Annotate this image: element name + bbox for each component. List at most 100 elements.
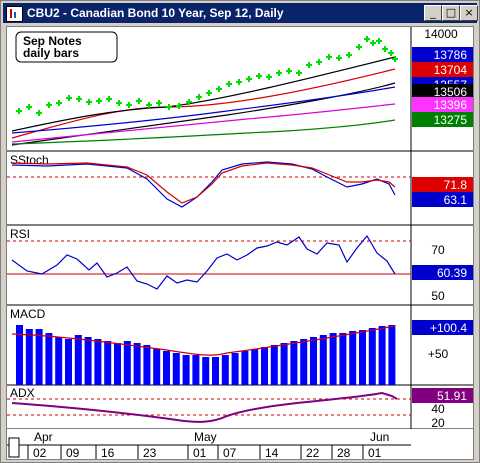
macd-bar (388, 325, 396, 385)
macd-label: MACD (10, 307, 46, 321)
note-line-1: Sep Notes (23, 34, 82, 48)
value-tag: 13396 (434, 98, 468, 112)
ma-black-fast-line (11, 56, 396, 132)
value-tag: 13704 (434, 63, 468, 77)
macd-bar (182, 355, 190, 385)
note-line-2: daily bars (23, 46, 79, 60)
maximize-button[interactable]: □ (442, 5, 460, 21)
minimize-button[interactable]: _ (424, 5, 442, 21)
macd-bar (359, 330, 366, 385)
day-label: 28 (337, 446, 351, 459)
value-tag: 60.39 (437, 266, 467, 280)
macd-bar (172, 353, 180, 385)
macd-bar (300, 339, 308, 385)
day-label: 01 (193, 446, 207, 459)
sstoch-k-line (11, 161, 396, 208)
x-axis-bg (7, 429, 473, 459)
value-tag: 71.8 (444, 178, 468, 192)
sstoch-d-line (11, 162, 396, 204)
macd-bar (241, 351, 249, 385)
chart-app-icon (6, 6, 23, 22)
macd-bar (74, 335, 82, 385)
value-tag: 13506 (434, 85, 468, 99)
value-tag: 13786 (434, 48, 468, 62)
value-tag-bg (412, 265, 473, 280)
rsi-scale-label-50: 50 (431, 289, 445, 303)
title-bar[interactable]: CBU2 - Canadian Bond 10 Year, Sep 12, Da… (3, 3, 478, 23)
ma-red-line (11, 68, 396, 139)
value-tag-bg (412, 47, 473, 62)
macd-bar (231, 353, 239, 385)
day-label: 23 (143, 446, 157, 459)
macd-bar (55, 337, 63, 385)
sstoch-panel: SStoch 50 71.863.1 (7, 153, 473, 210)
value-tag-bg (412, 62, 473, 77)
macd-bar (25, 329, 33, 385)
macd-bar (339, 333, 347, 385)
macd-bar (349, 331, 357, 385)
macd-bar (368, 328, 376, 385)
macd-bar (45, 333, 53, 385)
macd-bar (143, 345, 151, 385)
value-tag-bg (412, 84, 473, 99)
macd-bar (280, 343, 288, 385)
rsi-scale-label-70: 70 (431, 243, 445, 257)
day-label: 01 (368, 446, 382, 459)
macd-bar (94, 339, 102, 385)
macd-bar (153, 349, 161, 385)
macd-bar (310, 337, 317, 385)
macd-bar (84, 337, 92, 385)
value-tag-bg (412, 192, 473, 207)
macd-bar (104, 341, 112, 385)
day-label: 22 (306, 446, 320, 459)
chart-area[interactable]: Sep Notes daily bars 14000 13786 13704 135… (6, 26, 474, 460)
macd-bar (133, 343, 141, 385)
value-tag: +100.4 (430, 321, 467, 335)
ma-green-line (11, 119, 396, 145)
macd-bar (192, 355, 200, 385)
x-axis: Apr May Jun 02 09 16 23 01 07 14 22 28 01 (7, 429, 473, 459)
macd-bar (35, 329, 43, 385)
month-label-apr: Apr (34, 430, 53, 444)
adx-scale-label-20: 20 (431, 416, 445, 430)
scroll-handle[interactable] (8, 437, 20, 458)
day-label: 07 (223, 446, 237, 459)
adx-panel: ADX 40 20 51.91 (7, 386, 473, 430)
value-tag-bg (412, 97, 473, 112)
macd-signal-line (11, 325, 396, 356)
rsi-panel: RSI 70 50 60.39 (7, 227, 473, 303)
macd-bar (378, 326, 386, 385)
macd-bar (114, 343, 121, 385)
price-scale-label: 14000 (424, 27, 458, 41)
macd-bar (16, 325, 23, 385)
ma-blue-line (11, 86, 396, 134)
macd-bar (221, 355, 229, 385)
adx-scale-label-40: 40 (431, 402, 445, 416)
macd-bar (319, 335, 327, 385)
macd-bar (163, 351, 170, 385)
window-title: CBU2 - Canadian Bond 10 Year, Sep 12, Da… (27, 6, 284, 20)
value-tag: 13275 (434, 113, 468, 127)
macd-bar (329, 333, 337, 385)
value-tag: 63.1 (444, 193, 468, 207)
adx-line (11, 391, 398, 423)
close-button[interactable]: × (460, 5, 478, 21)
macd-scale-label: +50 (428, 347, 449, 361)
macd-bar (65, 339, 72, 385)
day-label: 14 (265, 446, 279, 459)
value-tag-bg (412, 388, 473, 403)
macd-panel: MACD +50 +100.4 (10, 307, 473, 385)
macd-bar (251, 349, 259, 385)
macd-bar (261, 347, 268, 385)
value-tag-bg (412, 112, 473, 127)
macd-bar (202, 357, 210, 385)
value-tag: 51.91 (437, 389, 467, 403)
rsi-line (11, 234, 396, 290)
macd-bar (290, 341, 298, 385)
day-label: 16 (101, 446, 115, 459)
ma-magenta-line (11, 103, 396, 143)
value-tag-bg (412, 177, 473, 192)
